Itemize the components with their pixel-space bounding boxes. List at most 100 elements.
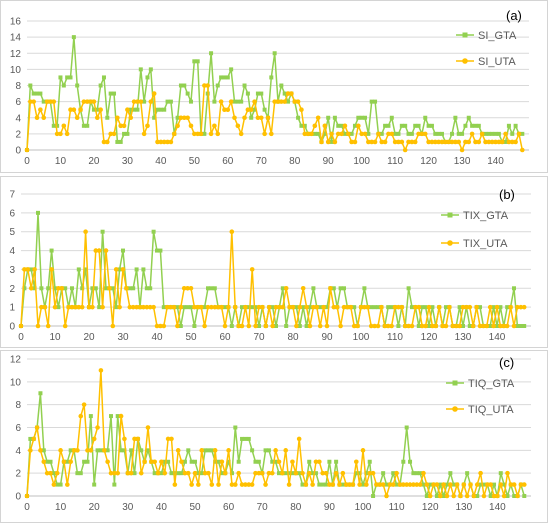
data-point [374, 482, 379, 487]
data-point [471, 493, 477, 499]
data-point [416, 123, 421, 128]
data-point [443, 139, 448, 145]
y-tick-label: 0 [15, 492, 21, 503]
data-point [189, 482, 194, 487]
data-point [162, 107, 167, 112]
data-point [488, 324, 493, 328]
series-line-tix-uta [20, 230, 525, 327]
data-point [255, 91, 260, 96]
data-point [137, 304, 143, 310]
data-point [409, 323, 415, 329]
data-point [488, 494, 493, 498]
data-point [134, 267, 139, 272]
data-point [98, 107, 103, 112]
x-tick-label: 30 [122, 502, 134, 513]
data-point [272, 51, 277, 56]
data-point [195, 59, 200, 64]
x-tick-label: 10 [55, 502, 67, 513]
data-point [192, 304, 197, 310]
data-point [327, 482, 332, 487]
legend-label: SI_GTA [478, 30, 517, 42]
data-point [142, 459, 147, 465]
data-point [421, 470, 426, 476]
data-point [476, 123, 481, 128]
data-point [319, 139, 324, 145]
data-point [372, 139, 378, 145]
data-point [352, 123, 357, 128]
data-point [427, 493, 433, 499]
data-point [131, 286, 136, 291]
data-point [175, 323, 180, 329]
data-point [364, 471, 369, 476]
data-point [188, 99, 193, 104]
data-point [69, 304, 75, 310]
data-point [90, 286, 95, 291]
data-point [399, 123, 404, 128]
data-point [147, 304, 153, 310]
data-point [61, 83, 66, 88]
data-point [24, 147, 30, 153]
data-point [62, 323, 68, 329]
data-point [326, 115, 331, 120]
data-point [448, 471, 453, 476]
data-point [130, 304, 136, 310]
data-point [172, 482, 178, 487]
data-point [182, 470, 188, 476]
data-point [324, 482, 329, 487]
data-point [451, 493, 457, 499]
x-tick-label: 20 [88, 156, 100, 167]
data-point [245, 107, 251, 112]
data-point [370, 470, 376, 476]
data-point [199, 448, 205, 453]
data-point [450, 131, 455, 136]
data-point [70, 286, 74, 291]
data-point [277, 304, 282, 310]
data-point [222, 470, 228, 476]
data-point [300, 482, 305, 487]
data-point [209, 448, 214, 453]
data-point [145, 123, 150, 129]
data-point [483, 139, 488, 145]
data-point [48, 99, 53, 104]
data-point [202, 323, 207, 329]
data-point [479, 131, 485, 137]
data-point [290, 304, 296, 310]
data-point [461, 482, 467, 487]
data-point [252, 99, 257, 104]
data-point [81, 402, 87, 407]
data-point [318, 305, 323, 310]
panel-label: (a) [506, 8, 522, 23]
data-point [193, 459, 197, 464]
data-point [226, 459, 231, 464]
data-point [103, 248, 109, 253]
data-point [35, 91, 40, 96]
data-point [292, 99, 298, 104]
data-point [414, 482, 420, 487]
data-point [41, 448, 46, 453]
data-point [258, 115, 264, 121]
data-point [41, 99, 46, 104]
data-point [491, 305, 496, 310]
data-point [38, 91, 43, 96]
data-point [111, 131, 117, 137]
data-point [188, 123, 194, 129]
data-point [302, 123, 307, 128]
data-point [263, 448, 268, 453]
data-point [49, 248, 54, 253]
data-point [112, 470, 117, 476]
data-point [518, 482, 524, 487]
data-point [71, 448, 77, 453]
data-point [441, 494, 446, 498]
data-point [166, 459, 171, 464]
data-point [283, 285, 289, 291]
data-point [486, 139, 492, 145]
data-point [432, 139, 438, 145]
data-point [413, 304, 418, 310]
data-point [65, 482, 70, 487]
data-point [456, 139, 462, 145]
data-point [31, 99, 36, 104]
data-point [92, 482, 97, 487]
data-point [31, 436, 37, 442]
data-point [297, 304, 303, 310]
